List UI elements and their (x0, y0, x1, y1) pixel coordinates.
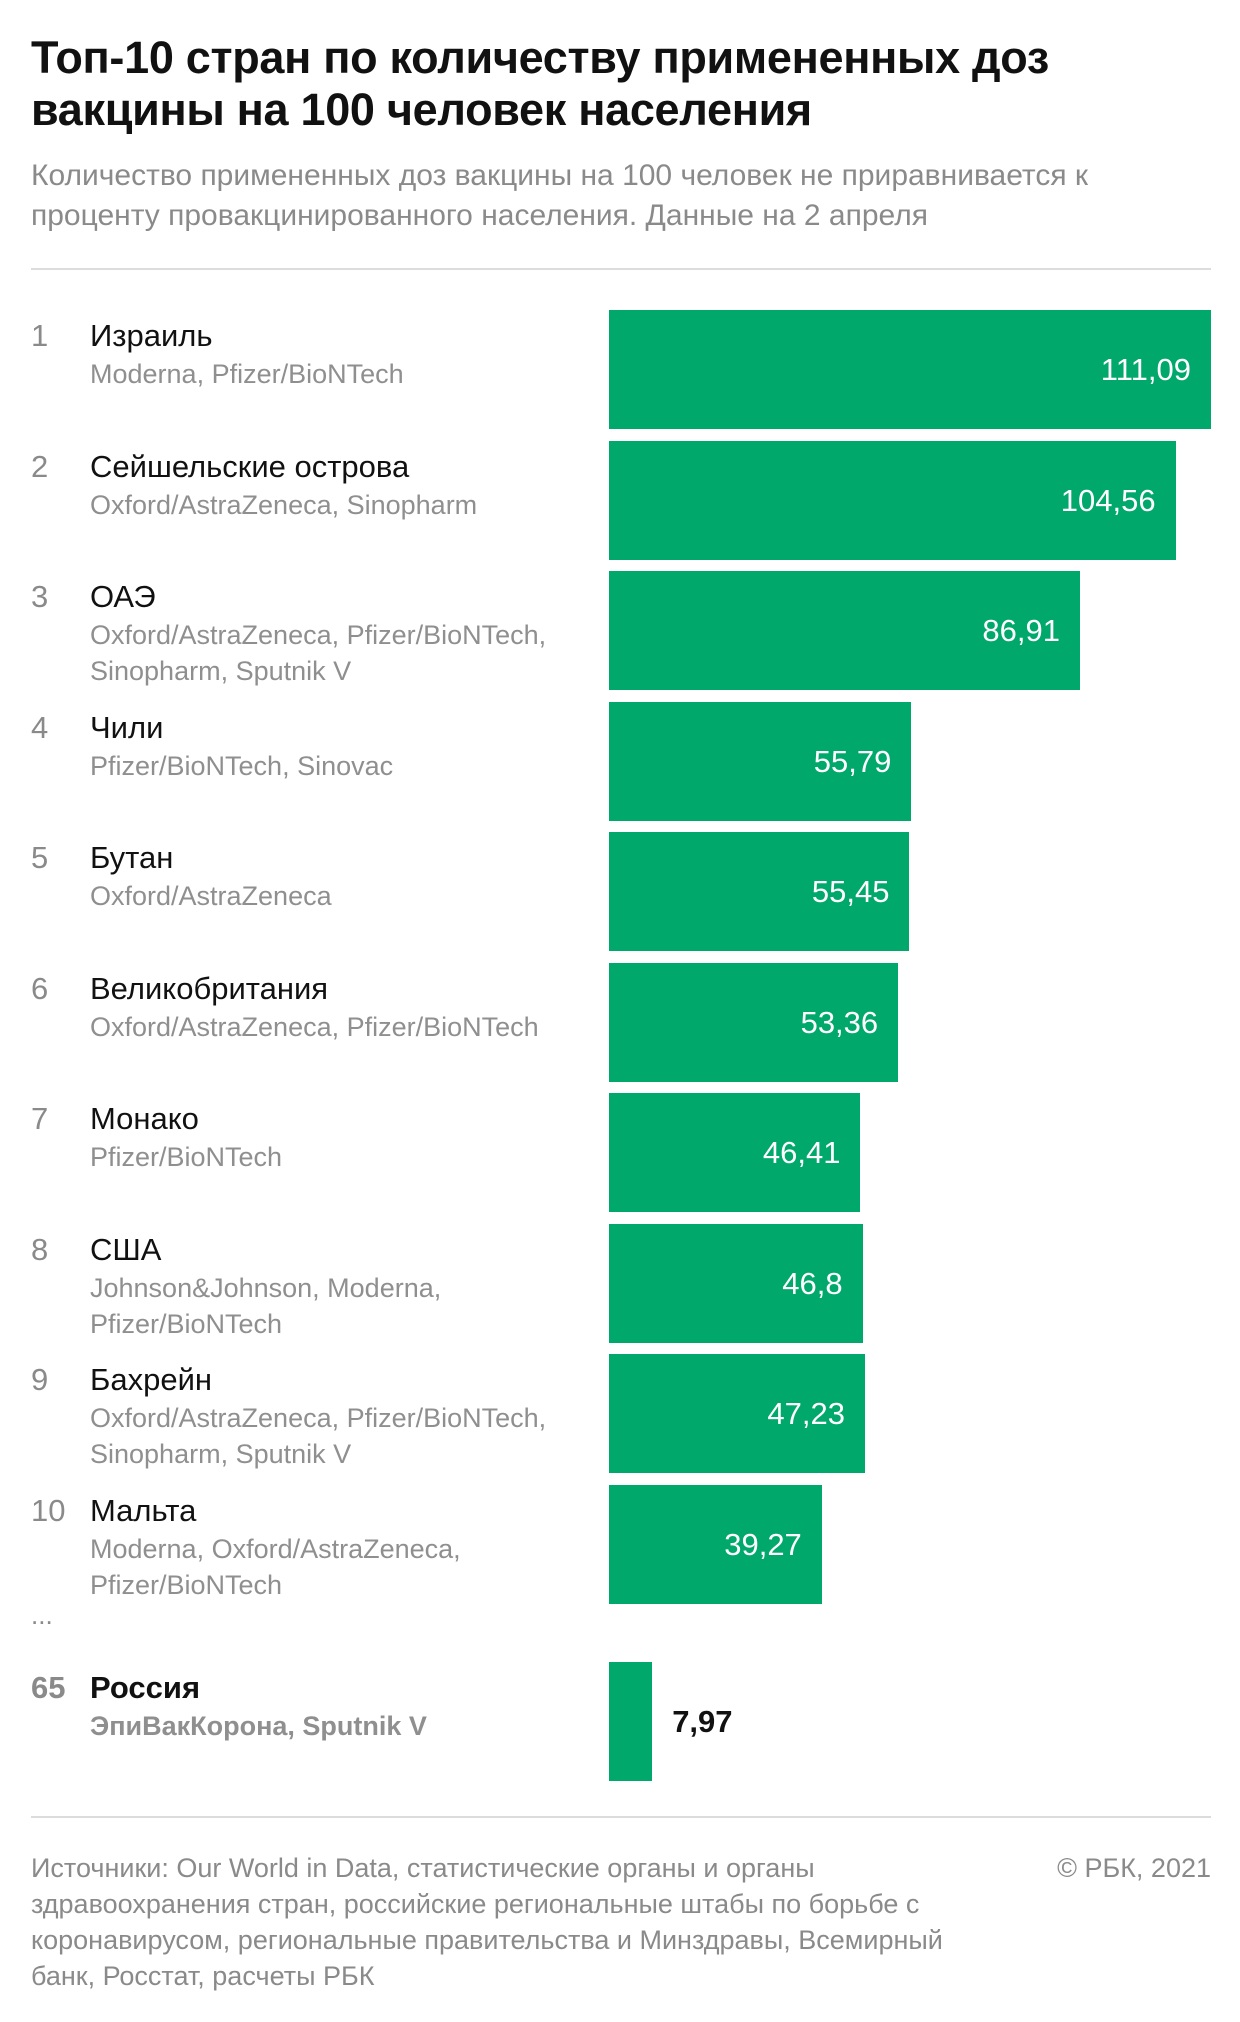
bar (609, 832, 910, 951)
rank: 5 (31, 840, 49, 875)
bar-row: 4 Чили Pfizer/BioNTech, Sinovac 55,79 (0, 701, 1240, 822)
bar (609, 571, 1080, 690)
rank: 10 (31, 1492, 66, 1528)
bottom-divider (31, 1816, 1211, 1818)
country-name: Россия (90, 1670, 201, 1705)
ellipsis: ... (31, 1600, 53, 1630)
vaccine-list: Moderna, Pfizer/BioNTech (90, 359, 404, 389)
bar-row: 10 Мальта Moderna, Oxford/AstraZeneca, Pfi… (0, 1484, 1240, 1605)
bar-row: 7 Монако Pfizer/BioNTech 46,41 (0, 1093, 1240, 1213)
country-name: США (90, 1231, 162, 1267)
vaccine-list: Oxford/AstraZeneca, Pfizer/BioNTech (90, 1011, 539, 1042)
bar (609, 310, 1211, 429)
bar-row: 2 Сейшельские острова Oxford/AstraZeneca, … (0, 440, 1240, 561)
top-divider (31, 268, 1211, 270)
bar-value-label: 86,91 (982, 613, 1060, 648)
vaccine-list: Oxford/AstraZeneca, Pfizer/BioNTech, Sin… (90, 1403, 547, 1469)
bar-value-label: 39,27 (724, 1526, 802, 1562)
bar-row: 3 ОАЭ Oxford/AstraZeneca, Pfizer/BioNTech,… (0, 571, 1240, 691)
vaccine-list: Pfizer/BioNTech, Sinovac (90, 750, 394, 781)
bar (609, 701, 912, 821)
country-name: Великобритания (90, 970, 329, 1006)
country-name: Сейшельские острова (90, 448, 410, 484)
copyright: © РБК, 2021 (1057, 1853, 1211, 1883)
vaccine-list: ЭпиВакКорона, Sputnik V (90, 1711, 427, 1741)
bar-row: 6 Великобритания Oxford/AstraZeneca, Pfize… (0, 962, 1240, 1083)
bar-value-label: 55,45 (811, 874, 890, 909)
chart-title: Топ-10 стран по количеству примененных д… (31, 32, 1049, 135)
bar (609, 1662, 653, 1781)
highlight-row-russia: 65 Россия ЭпиВакКорона, Sputnik V 7,97 (0, 1662, 1240, 1782)
vaccine-list: Moderna, Oxford/AstraZeneca, Pfizer/BioN… (90, 1533, 461, 1600)
bar-row: 1 Израиль Moderna, Pfizer/BioNTech 111,09 (0, 310, 1240, 430)
bar-row: 5 Бутан Oxford/AstraZeneca 55,45 (0, 832, 1240, 952)
rank: 65 (31, 1670, 66, 1705)
rank: 4 (31, 709, 49, 745)
bar-row: 8 США Johnson&Johnson, Moderna, Pfizer/Bio… (0, 1223, 1240, 1344)
country-name: Израиль (90, 318, 213, 353)
bar-value-label: 104,56 (1060, 482, 1156, 518)
bar-value-label: 55,79 (813, 743, 892, 779)
bar-value-label: 46,41 (762, 1135, 841, 1170)
bar-value-label: 46,8 (782, 1265, 843, 1301)
vaccine-list: Pfizer/BioNTech (90, 1142, 283, 1172)
bar-value-label: 47,23 (767, 1396, 845, 1431)
sources-note: Источники: Our World in Data, статистиче… (31, 1853, 943, 1991)
bar (609, 1223, 863, 1343)
country-name: Монако (90, 1101, 199, 1136)
bar (609, 962, 899, 1082)
bar (609, 1093, 861, 1212)
rank: 7 (31, 1101, 49, 1136)
vaccine-list: Oxford/AstraZeneca, Pfizer/BioNTech, Sin… (90, 620, 547, 686)
country-name: Мальта (90, 1492, 197, 1528)
rank: 3 (31, 579, 49, 614)
country-name: Бахрейн (90, 1362, 213, 1397)
vaccine-list: Oxford/AstraZeneca (90, 881, 332, 911)
rank: 9 (31, 1362, 49, 1397)
vaccine-list: Oxford/AstraZeneca, Sinopharm (90, 489, 478, 520)
bar-row: 9 Бахрейн Oxford/AstraZeneca, Pfizer/BioNT… (0, 1354, 1240, 1474)
country-name: Чили (90, 709, 164, 745)
bar (609, 1354, 865, 1473)
rank: 1 (31, 318, 49, 353)
bar-value-label: 7,97 (672, 1704, 733, 1739)
bar (609, 1484, 822, 1604)
rank: 8 (31, 1231, 49, 1267)
country-name: Бутан (90, 840, 174, 875)
bar (609, 440, 1176, 560)
vaccine-list: Johnson&Johnson, Moderna, Pfizer/BioNTec… (90, 1272, 442, 1339)
rank: 6 (31, 970, 49, 1006)
bar-value-label: 111,09 (1100, 352, 1191, 387)
bar-value-label: 53,36 (800, 1004, 879, 1040)
chart-subtitle: Количество примененных доз вакцины на 10… (31, 159, 1089, 232)
country-name: ОАЭ (90, 579, 156, 614)
rank: 2 (31, 448, 49, 484)
